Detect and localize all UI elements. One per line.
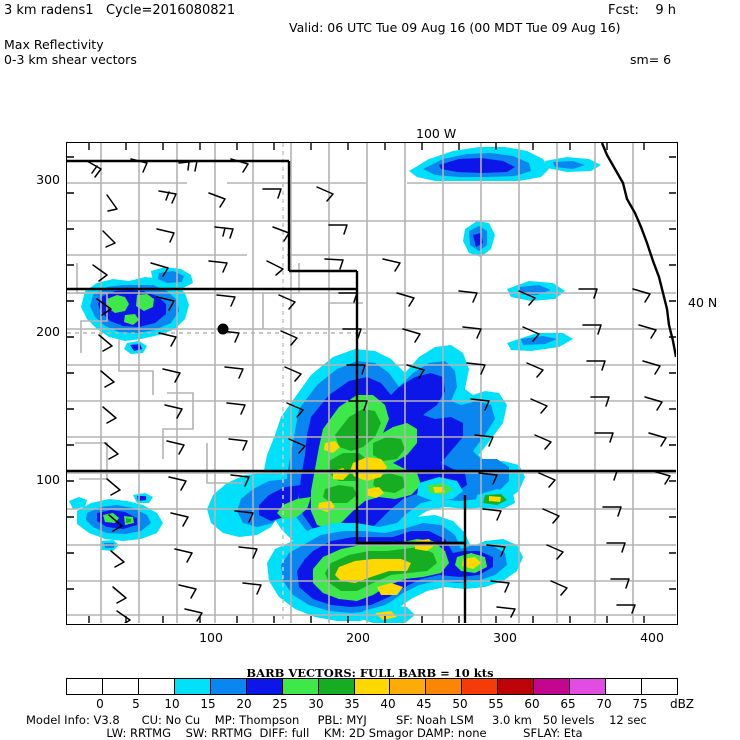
cb-unit-label: dBZ [669, 697, 695, 711]
cb-tick-65: 65 [560, 697, 576, 711]
colorbar-swatch-14 [570, 679, 607, 694]
model-cycle-label: 3 km radens1 Cycle=2016080821 [4, 3, 236, 18]
echo-nebraska-band [409, 147, 601, 351]
colorbar-swatch-5 [246, 679, 283, 694]
colorbar-swatch-0 [67, 679, 103, 694]
field-title-label: Max Reflectivity [4, 37, 104, 52]
cb-tick-10: 10 [164, 697, 180, 711]
y-tick-200: 200 [36, 324, 60, 339]
cb-tick-20: 20 [236, 697, 252, 711]
cb-tick-5: 5 [132, 697, 140, 711]
shear-vector-barbs [86, 158, 671, 623]
axis-ticks [67, 143, 676, 623]
colorbar-swatch-10 [426, 679, 463, 694]
vector-title-label: 0-3 km shear vectors [4, 52, 137, 67]
barb-legend-title: BARB VECTORS: FULL BARB = 10 kts [246, 666, 494, 680]
cb-tick-15: 15 [200, 697, 216, 711]
colorbar-swatch-9 [390, 679, 427, 694]
colorbar-swatch-7 [318, 679, 355, 694]
map-canvas [67, 143, 676, 623]
echo-main-mcs [207, 281, 565, 559]
valid-time-label: Valid: 06 UTC Tue 09 Aug 16 (00 MDT Tue … [289, 20, 621, 35]
echo-south-complex [267, 477, 523, 623]
colorbar-swatch-15 [606, 679, 642, 694]
cb-tick-55: 55 [488, 697, 504, 711]
cb-tick-0: 0 [96, 697, 104, 711]
county-boundaries [67, 143, 676, 623]
map-clip-region [67, 143, 677, 624]
colorbar-swatch-16 [642, 679, 677, 694]
cb-tick-50: 50 [452, 697, 468, 711]
colorbar-swatch-4 [210, 679, 247, 694]
colorbar-swatch-6 [282, 679, 319, 694]
colorbar-swatch-12 [498, 679, 535, 694]
x-tick-400: 400 [640, 630, 664, 645]
echo-sw-colorado [69, 493, 163, 551]
denver-marker[interactable] [217, 323, 229, 335]
x-tick-300: 300 [493, 630, 517, 645]
state-boundaries [67, 143, 676, 623]
x-tick-100: 100 [199, 630, 223, 645]
cb-tick-45: 45 [416, 697, 432, 711]
model-info-row-2: LW: RRTMG SW: RRTMG DIFF: full KM: 2D Sm… [26, 726, 583, 740]
x-tick-200: 200 [346, 630, 370, 645]
colorbar-swatch-3 [174, 679, 211, 694]
cb-tick-75: 75 [632, 697, 648, 711]
forecast-hour-label: Fcst: 9 h [608, 3, 677, 18]
colorbar-swatch-1 [102, 679, 139, 694]
cb-tick-70: 70 [596, 697, 612, 711]
colorbar-tick-labels: 0 5 10 15 20 25 30 35 40 45 50 55 60 65 … [0, 697, 740, 713]
cb-tick-30: 30 [308, 697, 324, 711]
radar-map-plot[interactable] [66, 142, 678, 625]
storm-motion-label: sm= 6 [630, 52, 672, 67]
colorbar-swatch-8 [354, 679, 391, 694]
colorbar-swatch-2 [138, 679, 175, 694]
cb-tick-60: 60 [524, 697, 540, 711]
cb-tick-40: 40 [380, 697, 396, 711]
longitude-label-100w: 100 W [416, 126, 457, 141]
colorbar-swatch-11 [462, 679, 499, 694]
model-info-row-1: Model Info: V3.8 CU: No Cu MP: Thompson … [26, 713, 647, 727]
reflectivity-colorbar[interactable] [66, 678, 678, 695]
cb-tick-25: 25 [272, 697, 288, 711]
y-tick-300: 300 [36, 172, 60, 187]
y-tick-100: 100 [36, 472, 60, 487]
latitude-label-40n: 40 N [688, 295, 718, 310]
colorbar-swatch-13 [534, 679, 571, 694]
cb-tick-35: 35 [344, 697, 360, 711]
